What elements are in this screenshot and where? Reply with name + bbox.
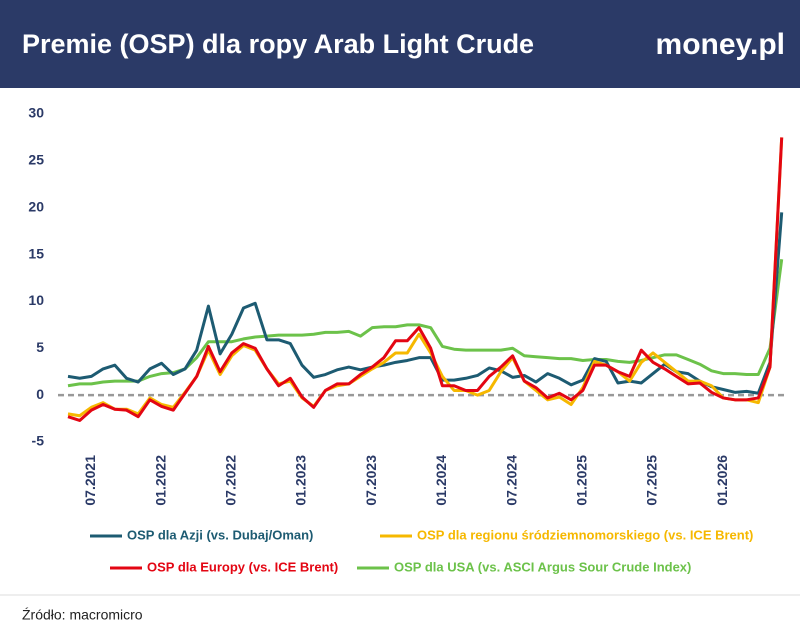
y-tick-label: 5 xyxy=(36,339,44,355)
x-tick-label: 01.2023 xyxy=(293,455,309,506)
x-tick-label: 01.2022 xyxy=(152,455,168,506)
y-tick-label: 20 xyxy=(28,198,44,214)
series-line xyxy=(67,259,784,388)
x-tick-label: 07.2024 xyxy=(503,455,519,506)
x-tick-label: 01.2024 xyxy=(433,455,449,506)
x-tick-label: 07.2025 xyxy=(644,455,660,506)
legend-label: OSP dla Europy (vs. ICE Brent) xyxy=(147,559,338,574)
x-tick-label: 07.2021 xyxy=(82,455,98,506)
y-tick-label: 15 xyxy=(28,245,44,261)
series-line xyxy=(67,137,784,422)
y-tick-label: 25 xyxy=(28,152,44,168)
legend-label: OSP dla USA (vs. ASCI Argus Sour Crude I… xyxy=(394,559,691,574)
y-tick-label: 0 xyxy=(36,386,44,402)
x-tick-label: 01.2026 xyxy=(714,455,730,506)
y-tick-label: 10 xyxy=(28,292,44,308)
x-tick-label: 07.2022 xyxy=(223,455,239,506)
chart-title: Premie (OSP) dla ropy Arab Light Crude xyxy=(22,29,534,59)
header-band xyxy=(0,0,800,88)
logo: money.pl xyxy=(656,28,785,61)
source: Źródło: macromicro xyxy=(22,607,143,623)
x-tick-label: 07.2023 xyxy=(363,455,379,506)
series-line xyxy=(67,212,784,395)
legend-label: OSP dla regionu śródziemnomorskiego (vs.… xyxy=(417,527,753,542)
y-tick-label: 30 xyxy=(28,105,44,121)
x-tick-label: 01.2025 xyxy=(574,455,590,506)
legend-label: OSP dla Azji (vs. Dubaj/Oman) xyxy=(127,527,313,542)
y-tick-label: -5 xyxy=(32,433,45,449)
